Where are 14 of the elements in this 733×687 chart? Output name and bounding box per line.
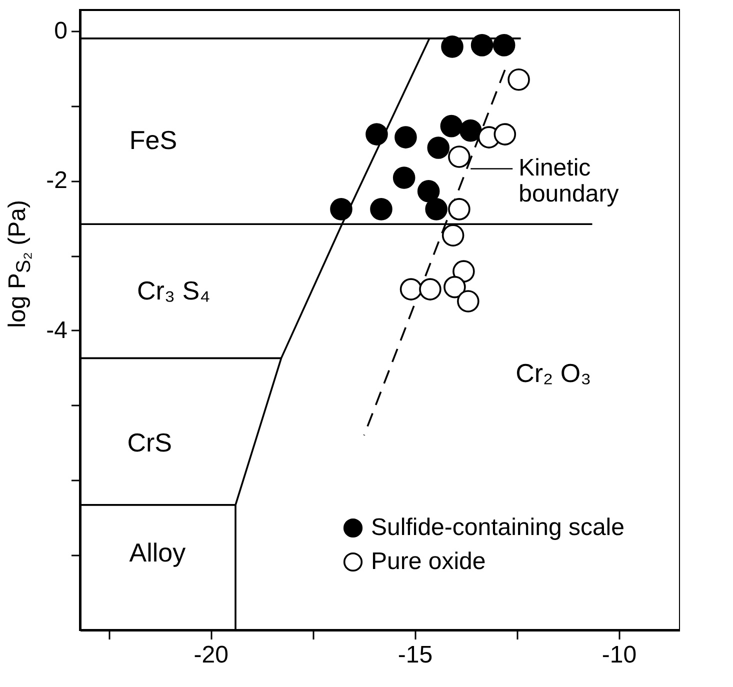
x-tick-label: -20: [194, 642, 228, 668]
y-tick-label: -2: [46, 167, 68, 194]
legend-label: Sulfide-containing scale: [371, 514, 624, 541]
annotation: Alloy: [129, 538, 186, 568]
annotation: Cr₂ O₃: [516, 358, 592, 388]
x-tick-label: -10: [602, 642, 637, 668]
y-tick-label: 0: [54, 17, 68, 44]
annotation: CrS: [127, 427, 172, 458]
legend-label: Pure oxide: [371, 548, 486, 575]
annotation: Kinetic boundary: [518, 154, 619, 208]
x-tick-label: -15: [398, 642, 433, 668]
annotation: FeS: [129, 124, 178, 155]
y-tick-label: -4: [46, 316, 68, 344]
annotation: Cr₃ S₄: [137, 275, 210, 306]
